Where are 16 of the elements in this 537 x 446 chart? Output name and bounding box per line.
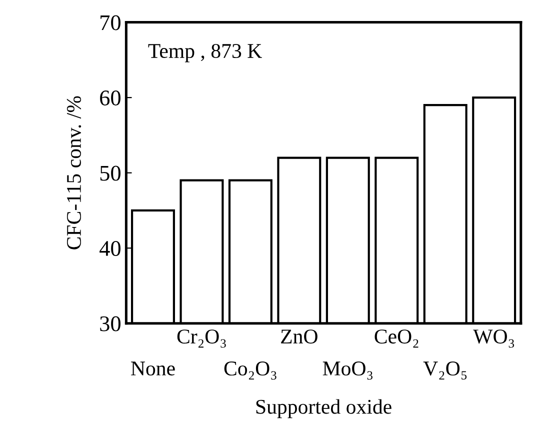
- x-axis-title: Supported oxide: [256, 399, 392, 418]
- y-axis-title: CFC-115 conv. /%: [66, 96, 82, 250]
- y-tick-label: 60: [100, 90, 120, 106]
- y-tick-label: 70: [100, 15, 120, 30]
- x-tick-label: V₂O₅: [423, 362, 467, 380]
- x-tick-label: Co₂O₃: [224, 362, 276, 380]
- annotation: Temp , 873 K: [148, 44, 262, 62]
- x-tick-label: MoO₃: [322, 362, 372, 380]
- x-tick-label: WO₃: [473, 330, 514, 348]
- x-tick-label: Cr₂O₃: [177, 330, 226, 348]
- x-tick-label: None: [131, 362, 175, 376]
- y-tick-label: 40: [100, 241, 120, 256]
- x-tick-label: ZnO: [281, 330, 318, 344]
- x-tick-label: CeO₂: [374, 330, 418, 348]
- y-tick-label: 50: [100, 166, 120, 181]
- y-tick-label: 30: [100, 316, 120, 332]
